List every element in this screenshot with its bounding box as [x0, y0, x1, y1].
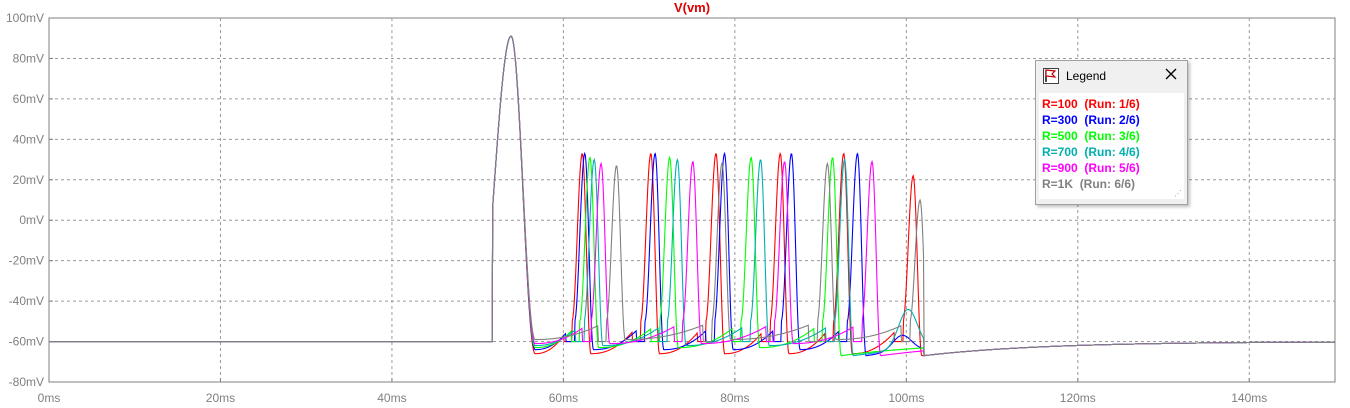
legend-item-r700[interactable]: R=700 (Run: 4/6) [1042, 144, 1184, 160]
legend-item-run: (Run: 6/6) [1079, 177, 1136, 191]
y-tick-label: -60mV [9, 335, 44, 349]
y-tick-label: -40mV [9, 294, 44, 308]
legend-item-run: (Run: 4/6) [1084, 145, 1140, 159]
resize-grip-icon[interactable]: ⋰ [1174, 189, 1182, 198]
y-tick-label: 20mV [13, 173, 44, 187]
legend-item-run: (Run: 2/6) [1084, 113, 1140, 127]
x-tick-label: 140ms [1231, 391, 1267, 405]
x-axis-ticks: 0ms 20ms 40ms 60ms 80ms 100ms 120ms 140ms [38, 378, 1267, 405]
legend-item-name: R=300 [1042, 113, 1078, 127]
legend-item-r100[interactable]: R=100 (Run: 1/6) [1042, 96, 1184, 112]
x-tick-label: 80ms [720, 391, 749, 405]
y-axis-ticks: 100mV 80mV 60mV 40mV 20mV 0mV -20mV -40mV -60mV -… [6, 11, 53, 389]
legend-item-name: R=100 [1042, 97, 1078, 111]
x-tick-label: 100ms [888, 391, 924, 405]
y-tick-label: 60mV [13, 92, 44, 106]
legend-item-r900[interactable]: R=900 (Run: 5/6) [1042, 160, 1184, 176]
y-tick-label: 80mV [13, 51, 44, 65]
y-tick-label: 100mV [6, 11, 44, 25]
x-tick-label: 40ms [377, 391, 406, 405]
legend-item-name: R=500 [1042, 129, 1078, 143]
y-tick-label: -20mV [9, 254, 44, 268]
y-tick-label: 40mV [13, 132, 44, 146]
x-tick-label: 20ms [206, 391, 235, 405]
legend-item-run: (Run: 1/6) [1084, 97, 1140, 111]
legend-item-name: R=1K [1042, 177, 1074, 191]
traces [49, 35, 1335, 357]
legend-header[interactable]: Legend [1036, 61, 1187, 91]
y-tick-label: 0mV [19, 213, 44, 227]
legend-item-name: R=900 [1042, 161, 1078, 175]
legend-item-run: (Run: 5/6) [1084, 161, 1140, 175]
legend-item-r1k[interactable]: R=1K (Run: 6/6) [1042, 176, 1184, 192]
legend-item-r300[interactable]: R=300 (Run: 2/6) [1042, 112, 1184, 128]
legend-item-name: R=700 [1042, 145, 1078, 159]
legend-flag-icon [1043, 68, 1059, 84]
legend-item-r500[interactable]: R=500 (Run: 3/6) [1042, 128, 1184, 144]
x-tick-label: 120ms [1060, 391, 1096, 405]
grid-lines [49, 18, 1335, 382]
y-tick-label: -80mV [9, 375, 44, 389]
series-trace-r-1k[interactable] [49, 35, 1335, 357]
chart-title: V(vm) [674, 0, 710, 15]
legend-title: Legend [1066, 69, 1107, 83]
close-icon[interactable] [1163, 66, 1179, 82]
legend-list: R=100 (Run: 1/6) R=300 (Run: 2/6) R=500 … [1039, 93, 1184, 199]
x-tick-label: 0ms [38, 391, 61, 405]
x-tick-label: 60ms [549, 391, 578, 405]
legend-window[interactable]: Legend R=100 (Run: 1/6) R=300 (Run: 2/6)… [1035, 60, 1188, 205]
legend-item-run: (Run: 3/6) [1084, 129, 1140, 143]
